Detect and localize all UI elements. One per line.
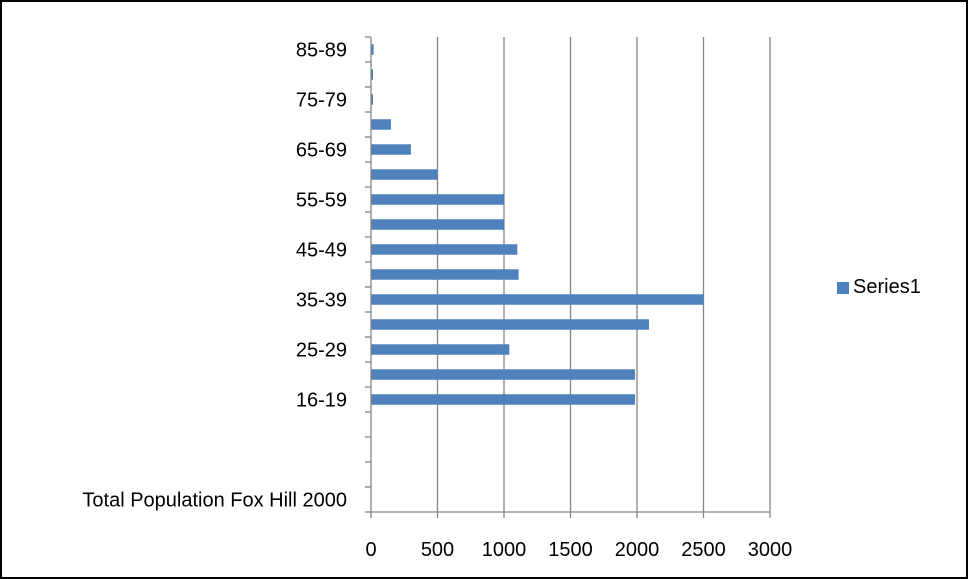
bar-row-8 xyxy=(371,294,704,305)
y-tick-label: 65-69 xyxy=(296,140,347,162)
bar-row-13 xyxy=(371,169,438,180)
bar-row-6 xyxy=(371,344,510,355)
bar-row-17 xyxy=(371,69,373,80)
bar-row-7 xyxy=(371,319,649,330)
bar-row-4 xyxy=(371,394,636,405)
bar-row-12 xyxy=(371,194,504,205)
x-tick-label: 2500 xyxy=(681,539,726,561)
x-tick-label: 2000 xyxy=(615,539,660,561)
y-tick-label: 16-19 xyxy=(296,390,347,412)
legend-label-series1: Series1 xyxy=(853,276,921,298)
y-tick-label: 45-49 xyxy=(296,240,347,262)
bar-row-18 xyxy=(371,44,374,55)
bars xyxy=(371,44,704,405)
x-tick-label: 500 xyxy=(421,539,454,561)
x-axis-labels: 0 500 1000 1500 2000 2500 3000 xyxy=(365,539,792,561)
gridlines xyxy=(436,37,771,512)
y-tick-label: 85-89 xyxy=(296,40,347,62)
bar-row-5 xyxy=(371,369,636,380)
bar-row-14 xyxy=(371,144,411,155)
legend-swatch xyxy=(837,282,849,294)
y-tick-label: Total Population Fox Hill 2000 xyxy=(82,490,347,512)
legend: Series1 xyxy=(837,276,921,298)
y-tick-label: 75-79 xyxy=(296,90,347,112)
x-tick-label: 1000 xyxy=(482,539,527,561)
x-tick-label: 1500 xyxy=(548,539,593,561)
bar-row-10 xyxy=(371,244,518,255)
x-tick-label: 3000 xyxy=(748,539,793,561)
y-tick-label: 35-39 xyxy=(296,290,347,312)
y-axis-labels: Total Population Fox Hill 2000 16-19 25-29… xyxy=(82,40,347,512)
y-tick-label: 25-29 xyxy=(296,340,347,362)
axes xyxy=(365,36,771,518)
bar-row-9 xyxy=(371,269,519,280)
bar-row-16 xyxy=(371,94,373,105)
y-tick-label: 55-59 xyxy=(296,190,347,212)
bar-row-11 xyxy=(371,219,504,230)
bar-row-15 xyxy=(371,119,391,130)
x-tick-label: 0 xyxy=(365,539,376,561)
